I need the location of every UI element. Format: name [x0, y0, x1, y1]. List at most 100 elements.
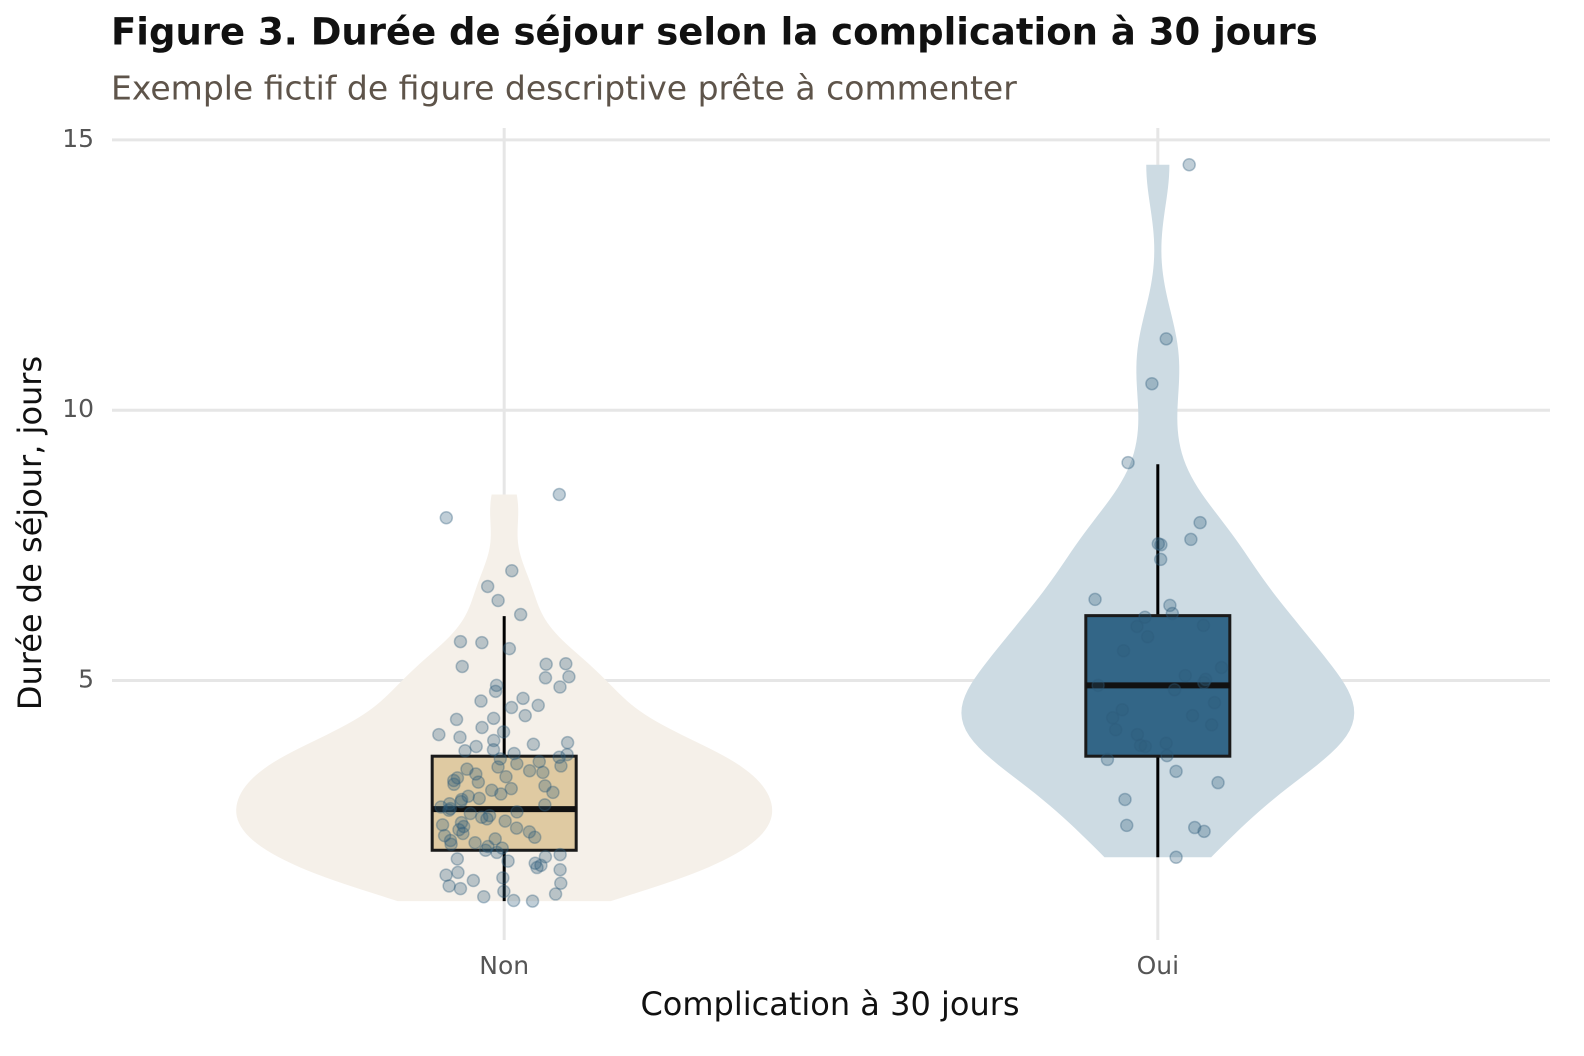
data-point — [1198, 672, 1213, 687]
data-point — [491, 760, 505, 774]
data-point — [526, 737, 541, 752]
data-point — [442, 803, 456, 818]
data-point — [1119, 818, 1134, 833]
data-point — [490, 845, 504, 860]
data-point — [552, 750, 566, 765]
data-point — [510, 805, 524, 819]
data-point — [1185, 708, 1200, 723]
x-axis-title: Complication à 30 jours — [640, 985, 1019, 1023]
data-point — [518, 708, 532, 723]
data-point — [1182, 158, 1196, 172]
data-point — [1091, 678, 1105, 693]
x-tick-label: Non — [479, 951, 529, 980]
data-point — [463, 806, 478, 821]
data-point — [454, 815, 469, 830]
data-point — [538, 779, 552, 793]
data-point — [439, 868, 453, 882]
data-point — [504, 781, 518, 796]
data-point — [507, 746, 521, 761]
data-point — [477, 890, 491, 904]
data-point — [475, 635, 489, 650]
data-point — [481, 839, 495, 854]
data-point — [1130, 727, 1145, 742]
data-point — [1121, 455, 1135, 470]
data-point — [553, 847, 567, 862]
data-point — [495, 841, 509, 855]
data-point — [488, 832, 502, 846]
data-point — [548, 887, 563, 901]
data-point — [1118, 792, 1132, 807]
data-point — [478, 843, 493, 858]
data-point — [530, 860, 544, 875]
data-point — [499, 769, 513, 784]
data-point — [451, 865, 465, 880]
data-point — [1193, 515, 1207, 530]
data-point — [510, 757, 524, 771]
data-point — [471, 775, 486, 789]
data-point — [513, 607, 528, 622]
x-tick-label: Oui — [1137, 951, 1179, 980]
data-point — [531, 698, 545, 713]
data-point — [559, 656, 573, 671]
data-point — [455, 659, 469, 674]
data-point — [432, 727, 446, 742]
data-point — [560, 747, 574, 762]
data-point — [1167, 682, 1182, 697]
data-point — [1187, 820, 1202, 835]
data-point — [1159, 332, 1173, 346]
data-point — [553, 680, 567, 694]
data-point — [1153, 552, 1168, 567]
data-point — [1160, 748, 1174, 763]
data-point — [456, 826, 470, 841]
data-point — [562, 669, 576, 684]
data-point — [1196, 618, 1211, 633]
data-point — [461, 789, 475, 803]
data-point — [539, 657, 553, 672]
data-point — [554, 759, 568, 773]
data-point — [475, 720, 489, 735]
data-point — [480, 812, 494, 826]
data-point — [480, 579, 495, 594]
data-point — [1169, 850, 1183, 865]
data-point — [1178, 668, 1193, 683]
data-point — [497, 884, 511, 899]
data-point — [472, 791, 487, 806]
data-point — [456, 819, 471, 834]
data-point — [444, 837, 458, 852]
data-point — [447, 777, 461, 792]
y-tick-label: 5 — [78, 665, 94, 694]
data-point — [439, 511, 454, 525]
data-point — [484, 783, 499, 798]
data-point — [1169, 764, 1183, 779]
data-point — [458, 744, 472, 758]
data-point — [447, 773, 461, 788]
data-point — [435, 818, 450, 832]
chart-title: Figure 3. Durée de séjour selon la compl… — [111, 11, 1318, 54]
data-point — [553, 862, 567, 877]
data-point — [486, 733, 501, 748]
data-point — [1154, 538, 1168, 552]
chart-subtitle: Exemple fictif de figure descriptive prê… — [111, 69, 1017, 108]
data-point — [442, 797, 457, 811]
data-point — [1214, 660, 1229, 675]
data-point — [1140, 629, 1155, 644]
data-point — [452, 822, 466, 837]
data-point — [506, 893, 521, 908]
data-point — [538, 798, 552, 812]
data-point — [538, 849, 553, 864]
data-point — [525, 894, 540, 908]
y-tick-label: 10 — [62, 394, 94, 423]
data-point — [1088, 592, 1102, 607]
data-point — [468, 835, 482, 850]
data-point — [1138, 610, 1152, 625]
data-point — [1116, 644, 1131, 658]
data-point — [443, 833, 458, 848]
data-point — [496, 871, 510, 885]
data-point — [1159, 736, 1173, 750]
data-point — [460, 762, 474, 776]
data-point — [522, 825, 537, 839]
data-point — [488, 684, 503, 699]
data-point — [469, 739, 483, 754]
data-point — [1197, 824, 1211, 839]
data-point — [528, 830, 542, 845]
